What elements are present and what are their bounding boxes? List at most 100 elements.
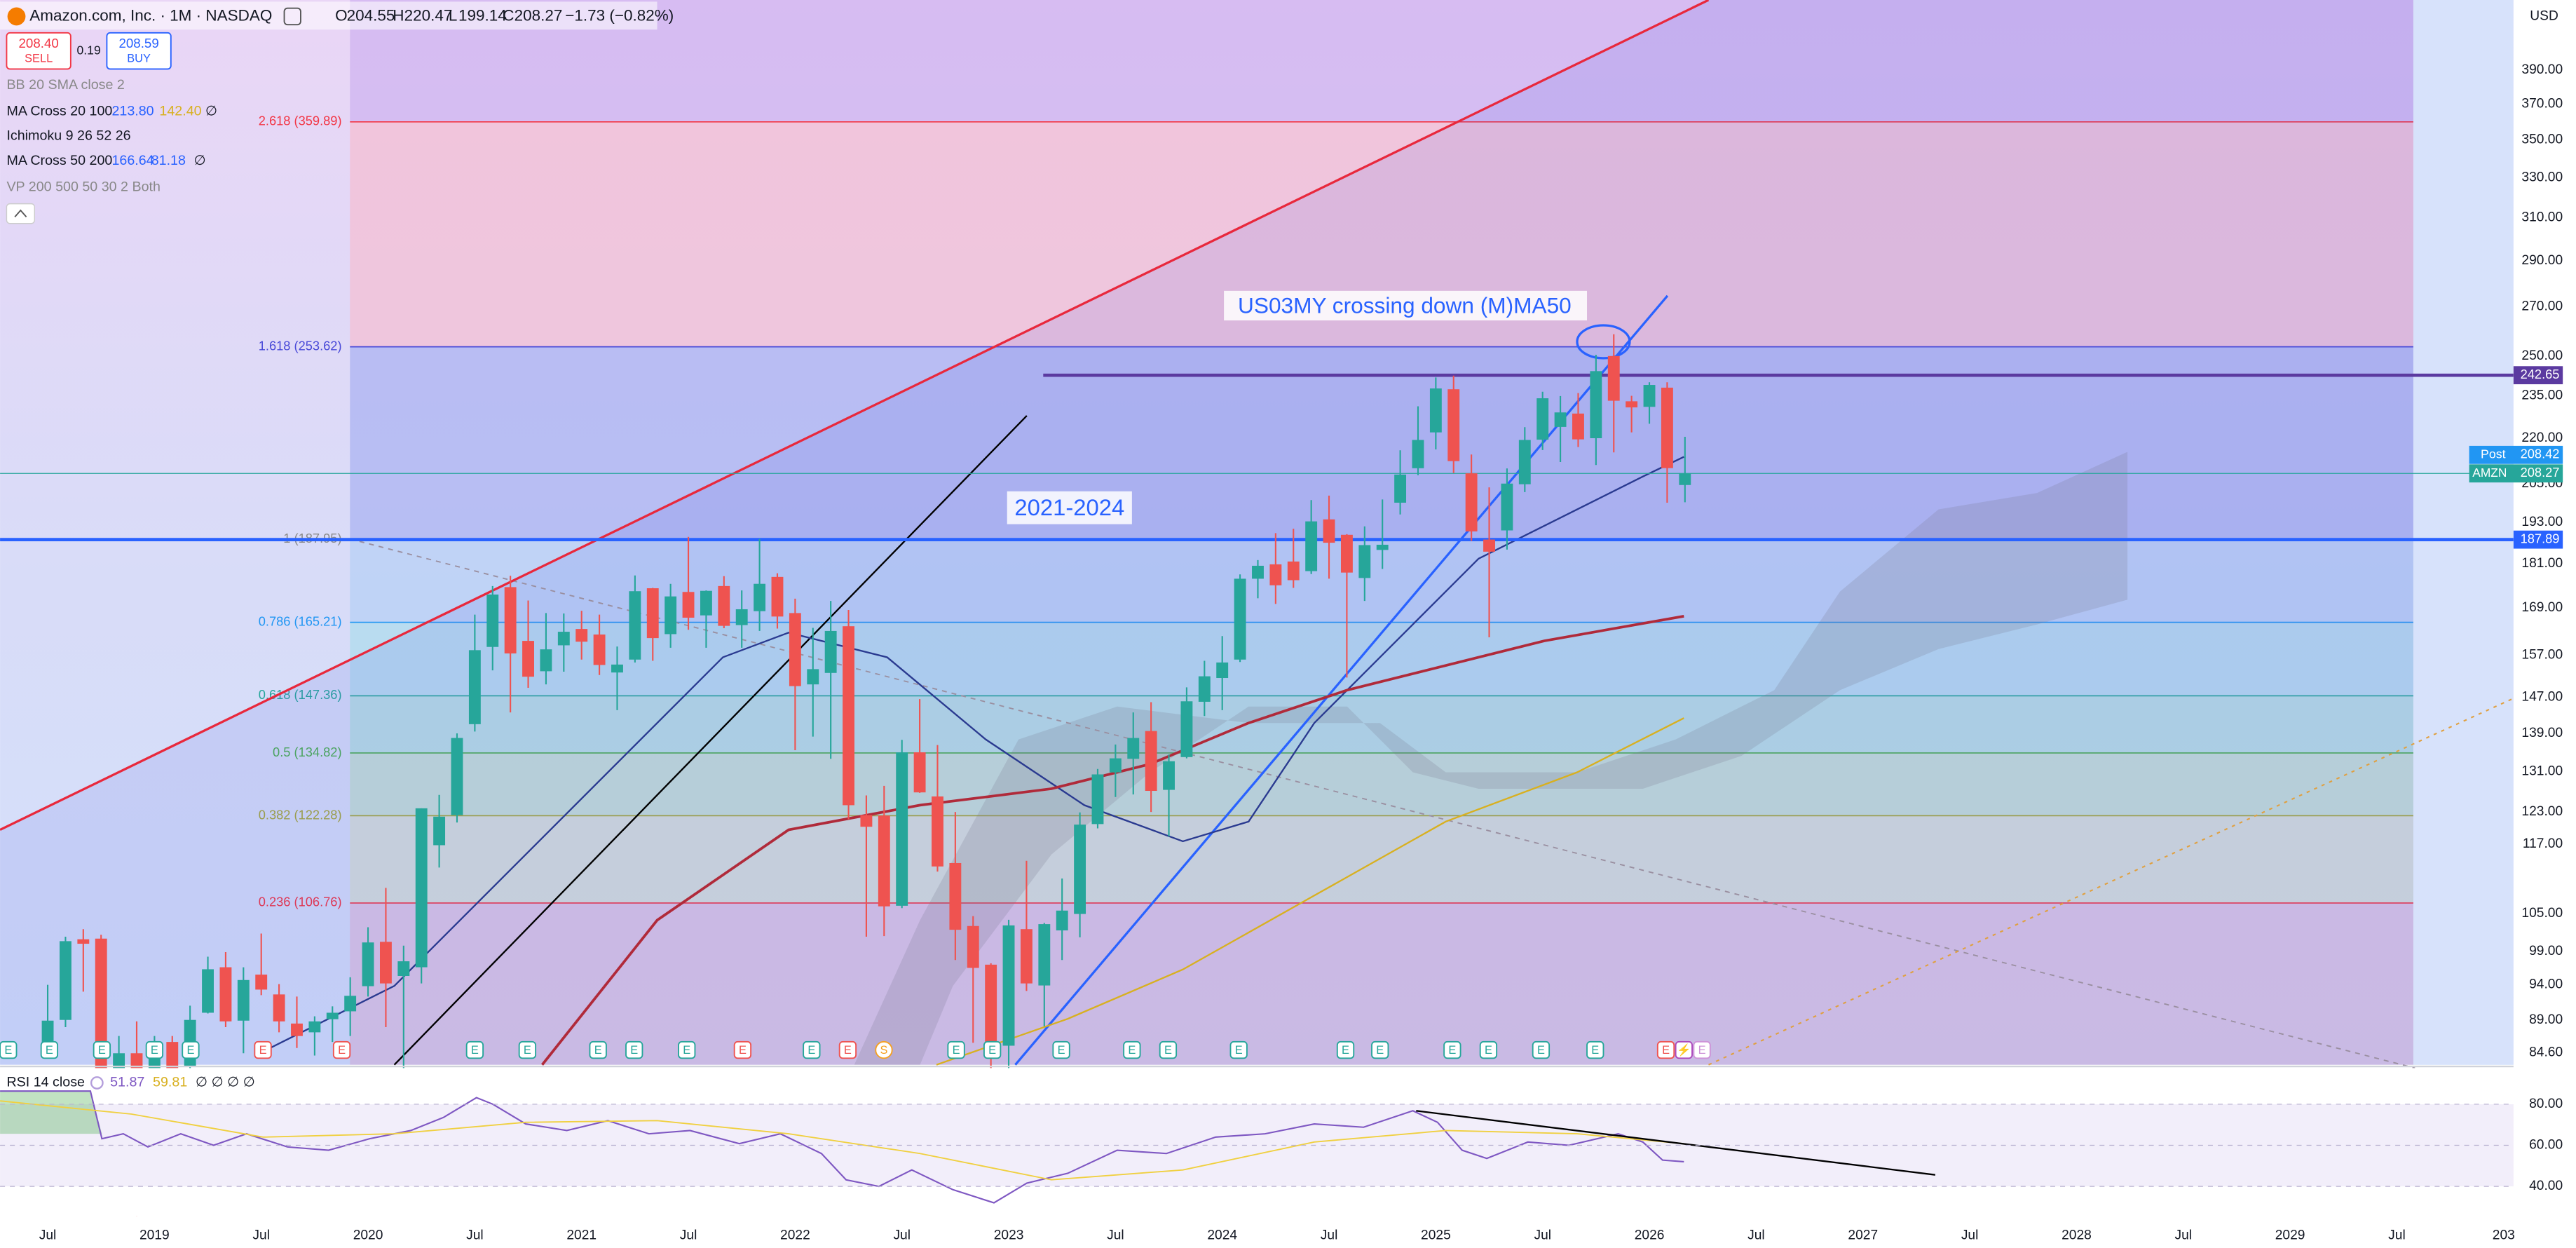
- last-label: AMZN: [2472, 466, 2507, 480]
- indicator[interactable]: Ichimoku 9 26 52 26: [6, 128, 130, 144]
- y-tick-label: 390.00: [2521, 62, 2563, 77]
- candle-body: [1501, 483, 1513, 531]
- candle-body: [1518, 440, 1531, 484]
- event-label: E: [1376, 1044, 1384, 1057]
- x-tick-label: 2028: [2062, 1228, 2092, 1243]
- rsi-line: [0, 1090, 1684, 1204]
- candle-body: [932, 796, 943, 867]
- collapse-button[interactable]: [6, 203, 36, 224]
- rsi-overbought: [0, 1091, 102, 1134]
- candle-body: [1127, 738, 1140, 759]
- sell-label[interactable]: SELL: [25, 53, 53, 65]
- event-marker: [1336, 1040, 1355, 1059]
- candle-body: [415, 808, 428, 968]
- event-marker: [1532, 1040, 1551, 1059]
- ma-200: [936, 717, 1684, 1066]
- indicator-value: 81.18: [151, 153, 186, 168]
- candle-body: [700, 590, 712, 616]
- candle-body: [771, 576, 784, 617]
- event-label: E: [1537, 1044, 1545, 1057]
- y-tick-label: 169.00: [2521, 600, 2563, 615]
- rsi-title[interactable]: RSI 14 close: [6, 1075, 85, 1090]
- symbol: Amazon.com, Inc. · 1M · NASDAQ: [29, 6, 272, 24]
- event-label: E: [98, 1044, 106, 1057]
- candle-body: [202, 969, 214, 1013]
- event-marker: [1443, 1040, 1461, 1059]
- annotation-bg: [1007, 491, 1132, 524]
- buy-button[interactable]: [106, 32, 172, 70]
- candle-body: [1376, 544, 1389, 550]
- indicator[interactable]: VP 200 500 50 30 2 Both: [6, 179, 161, 194]
- event-marker: [875, 1040, 893, 1059]
- event-marker: [1371, 1040, 1389, 1059]
- x-tick-label: Jul: [1747, 1228, 1765, 1243]
- currency: USD: [2530, 9, 2558, 24]
- event-label: E: [1342, 1044, 1349, 1057]
- sell-price[interactable]: 208.40: [19, 36, 59, 50]
- candle-body: [1661, 387, 1673, 468]
- high: 220.47: [404, 6, 453, 24]
- event-label: S: [880, 1044, 887, 1057]
- candle-body: [326, 1012, 339, 1019]
- y-tick-label: 139.00: [2521, 726, 2563, 740]
- y-tick-label: 181.00: [2521, 556, 2563, 571]
- candle-body: [1412, 440, 1424, 468]
- candle-body: [1091, 774, 1104, 825]
- y-tick-label: 105.00: [2521, 906, 2563, 921]
- event-marker: [1159, 1040, 1178, 1059]
- y-tick-label: 147.00: [2521, 690, 2563, 705]
- sell-button[interactable]: [6, 32, 71, 70]
- candle-body: [59, 941, 71, 1020]
- rsi-tick-label: 60.00: [2529, 1138, 2563, 1153]
- x-tick-label: Jul: [1321, 1228, 1338, 1243]
- event-label: E: [807, 1044, 815, 1057]
- time-axis: [0, 1216, 2576, 1248]
- event-marker: [93, 1040, 111, 1059]
- last-value: 208.27: [2521, 465, 2560, 480]
- event-label: E: [630, 1044, 638, 1057]
- price-badge-bg: [2513, 366, 2563, 385]
- event-marker: [1123, 1040, 1141, 1059]
- indicator[interactable]: MA Cross 50 200: [6, 153, 112, 168]
- event-marker: [838, 1040, 857, 1059]
- x-tick-label: 2020: [353, 1228, 383, 1243]
- candle-body: [1323, 519, 1335, 543]
- x-tick-label: 2027: [1848, 1228, 1878, 1243]
- candle-body: [1643, 385, 1656, 407]
- event-marker: [1479, 1040, 1498, 1059]
- indicator-value: ∅: [205, 104, 217, 119]
- candle-body: [1038, 924, 1051, 986]
- rsi-value: 51.87: [110, 1075, 144, 1090]
- event-label: E: [524, 1044, 531, 1057]
- logo: [7, 7, 26, 26]
- x-tick-label: Jul: [2175, 1228, 2193, 1243]
- x-tick-label: Jul: [1961, 1228, 1979, 1243]
- candle-body: [1590, 371, 1602, 438]
- candle-body: [807, 669, 819, 685]
- indicator[interactable]: BB 20 SMA close 2: [6, 77, 124, 93]
- candle-body: [1109, 758, 1122, 773]
- fib-band: [350, 815, 2413, 903]
- buy-label[interactable]: BUY: [127, 53, 151, 65]
- x-tick-label: Jul: [39, 1228, 57, 1243]
- candle-body: [1163, 761, 1175, 790]
- indicator[interactable]: MA Cross 20 100: [6, 104, 112, 119]
- candle-body: [291, 1023, 303, 1036]
- event-marker: [733, 1040, 752, 1059]
- y-tick-label: 235.00: [2521, 388, 2563, 403]
- candle-body: [1234, 578, 1246, 660]
- fib-band: [350, 346, 2413, 540]
- buy-price[interactable]: 208.59: [118, 36, 158, 50]
- x-tick-label: Jul: [680, 1228, 697, 1243]
- event-label: E: [1235, 1044, 1243, 1057]
- candle-body: [843, 626, 854, 806]
- fib-label: 0.5 (134.82): [273, 745, 341, 759]
- header: Amazon.com, Inc. · 1M · NASDAQ O 204.55 …: [0, 1, 1588, 524]
- candle-body: [41, 1020, 54, 1045]
- rsi-pane: RSI 14 close 51.87 59.81 ∅ ∅ ∅ ∅: [0, 1068, 2514, 1216]
- indicator-value: ∅: [194, 153, 206, 168]
- event-marker: [254, 1040, 272, 1059]
- candle-body: [1572, 413, 1584, 440]
